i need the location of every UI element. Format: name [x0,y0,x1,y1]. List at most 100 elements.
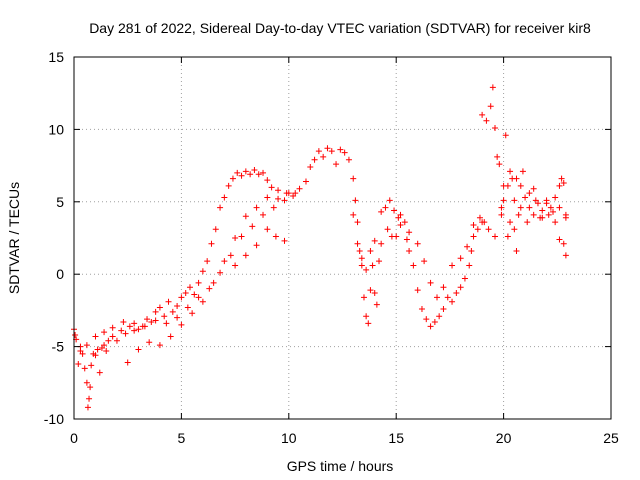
data-point [199,268,206,275]
data-point [302,178,309,185]
data-point [558,175,565,182]
data-point [376,258,383,265]
data-point [507,168,514,175]
data-point [560,240,567,247]
data-point [378,240,385,247]
data-point [410,262,417,269]
data-point [131,327,138,334]
data-point [146,339,153,346]
data-point [562,252,569,259]
data-point [210,279,217,286]
data-point [189,310,196,317]
data-point [365,320,372,327]
data-point [414,287,421,294]
data-point [195,294,202,301]
data-point [526,204,533,211]
data-point [253,204,260,211]
data-point [470,233,477,240]
y-tick-label: 0 [56,266,64,282]
x-axis-label: GPS time / hours [287,458,394,474]
data-point [161,313,168,320]
data-point [481,219,488,226]
data-point [281,197,288,204]
data-point [87,384,94,391]
data-point [249,223,256,230]
data-point [487,103,494,110]
y-tick-labels: -10 -5 0 5 10 15 [44,49,64,427]
data-point [120,318,127,325]
data-point [315,148,322,155]
data-point [524,219,531,226]
data-point [109,333,116,340]
data-point [350,211,357,218]
data-point [556,182,563,189]
data-point [113,337,120,344]
data-point [152,317,159,324]
data-point [427,279,434,286]
x-tick-label: 10 [281,430,297,446]
data-point [264,177,271,184]
data-point [360,294,367,301]
data-point [403,236,410,243]
data-point [221,194,228,201]
data-point [167,333,174,340]
data-points [71,84,569,411]
data-point [358,255,365,262]
data-point [184,304,191,311]
data-point [165,298,172,305]
data-point [470,221,477,228]
data-point [141,323,148,330]
data-point [105,337,112,344]
data-point [358,262,365,269]
x-tick-label: 0 [70,430,78,446]
data-point [122,330,129,337]
data-point [191,291,198,298]
data-point [206,285,213,292]
data-point [397,211,404,218]
data-point [464,243,471,250]
data-point [255,171,262,178]
data-point [135,346,142,353]
data-point [232,262,239,269]
data-point [296,185,303,192]
data-point [562,214,569,221]
data-point [367,248,374,255]
data-point [391,207,398,214]
data-point [199,298,206,305]
y-tick-label: 10 [48,121,64,137]
data-point [479,111,486,118]
data-point [427,323,434,330]
data-point [468,248,475,255]
data-point [371,237,378,244]
data-point [457,284,464,291]
data-point [552,219,559,226]
chart-title: Day 281 of 2022, Sidereal Day-to-day VTE… [89,20,591,36]
data-point [436,313,443,320]
y-axis-label: SDTVAR / TECUs [6,182,22,294]
data-point [421,258,428,265]
data-point [253,242,260,249]
data-point [131,320,138,327]
data-point [498,211,505,218]
data-point [504,233,511,240]
data-point [208,240,215,247]
data-point [406,248,413,255]
data-point [519,168,526,175]
x-tick-label: 25 [603,430,619,446]
grid-lines [74,57,611,419]
data-point [367,287,374,294]
data-point [242,168,249,175]
data-point [156,342,163,349]
data-point [483,117,490,124]
data-point [440,284,447,291]
data-point [515,211,522,218]
data-point [434,294,441,301]
data-point [371,290,378,297]
data-point [229,175,236,182]
data-point [560,179,567,186]
data-point [550,208,557,215]
data-point [502,132,509,139]
x-tick-labels: 0 5 10 15 20 25 [70,430,619,446]
y-tick-label: 15 [48,49,64,65]
